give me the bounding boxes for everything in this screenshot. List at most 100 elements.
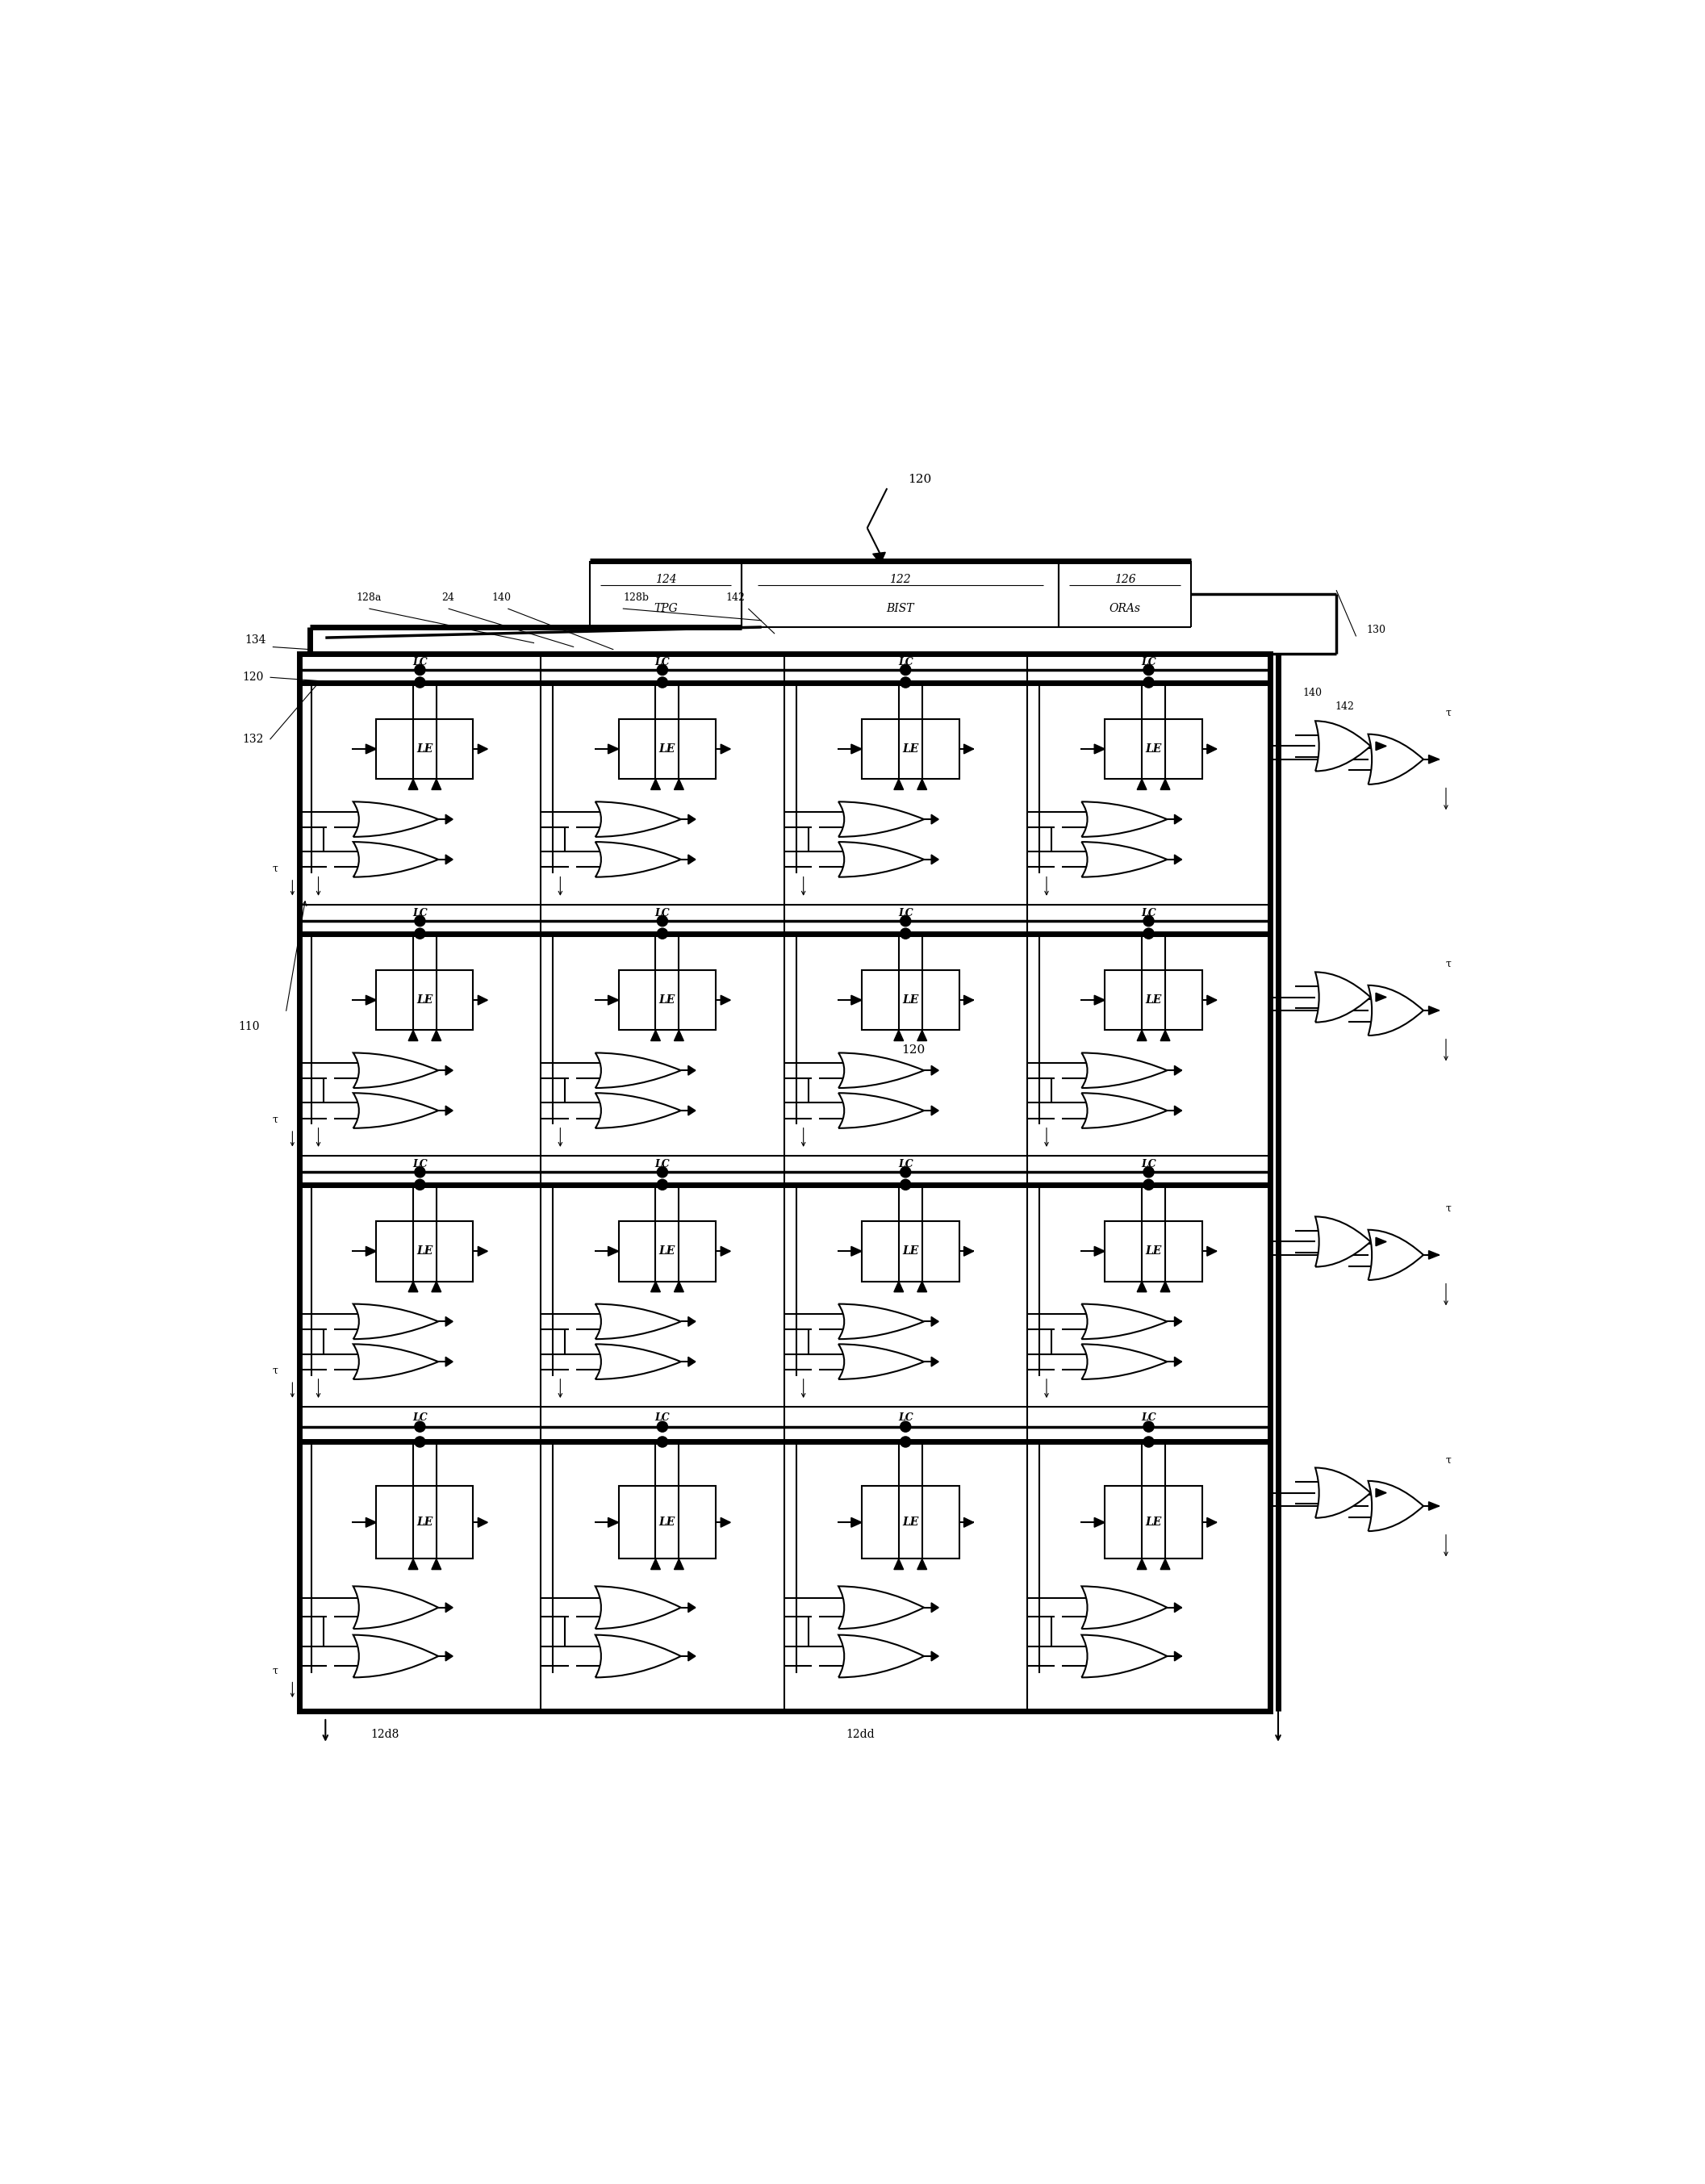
Polygon shape xyxy=(1376,1489,1386,1496)
Circle shape xyxy=(1144,1422,1154,1433)
Text: 122: 122 xyxy=(890,574,910,585)
Text: LE: LE xyxy=(1146,994,1161,1007)
PathPatch shape xyxy=(839,841,924,878)
Bar xyxy=(619,1221,716,1282)
Circle shape xyxy=(900,915,910,926)
Bar xyxy=(377,970,472,1031)
Polygon shape xyxy=(609,1247,619,1256)
Circle shape xyxy=(414,1166,425,1177)
Polygon shape xyxy=(431,780,442,791)
Circle shape xyxy=(1144,928,1154,939)
Circle shape xyxy=(656,915,668,926)
Text: τ: τ xyxy=(1446,1203,1451,1214)
Polygon shape xyxy=(851,1518,861,1527)
Polygon shape xyxy=(1207,1247,1217,1256)
Polygon shape xyxy=(721,1247,730,1256)
Circle shape xyxy=(1144,664,1154,675)
Circle shape xyxy=(656,928,668,939)
Polygon shape xyxy=(1175,815,1182,823)
Polygon shape xyxy=(1161,1559,1170,1570)
Polygon shape xyxy=(689,1066,696,1075)
Text: LE: LE xyxy=(416,743,433,756)
PathPatch shape xyxy=(595,1092,680,1129)
Polygon shape xyxy=(1095,745,1105,753)
Text: LC: LC xyxy=(413,909,428,919)
Text: LE: LE xyxy=(902,994,919,1007)
Text: LE: LE xyxy=(1146,1245,1161,1256)
Text: τ: τ xyxy=(1446,1455,1451,1465)
PathPatch shape xyxy=(1315,721,1371,771)
Circle shape xyxy=(414,915,425,926)
Text: BIST: BIST xyxy=(887,603,914,614)
Polygon shape xyxy=(445,1651,454,1662)
Text: 120: 120 xyxy=(909,474,933,485)
Polygon shape xyxy=(963,745,974,753)
Text: τ: τ xyxy=(1446,708,1451,719)
PathPatch shape xyxy=(595,1586,680,1629)
Polygon shape xyxy=(445,1105,454,1116)
PathPatch shape xyxy=(353,1586,438,1629)
Polygon shape xyxy=(1429,1503,1439,1511)
Polygon shape xyxy=(367,996,377,1005)
PathPatch shape xyxy=(839,802,924,836)
Polygon shape xyxy=(931,1651,938,1662)
Bar xyxy=(619,719,716,780)
Polygon shape xyxy=(689,1603,696,1612)
Text: τ: τ xyxy=(273,863,278,874)
Polygon shape xyxy=(689,1105,696,1116)
Polygon shape xyxy=(609,996,619,1005)
Polygon shape xyxy=(477,745,488,753)
Circle shape xyxy=(656,1166,668,1177)
Text: LC: LC xyxy=(899,1413,914,1422)
PathPatch shape xyxy=(1367,1230,1424,1280)
Circle shape xyxy=(900,928,910,939)
Circle shape xyxy=(656,664,668,675)
Text: 142: 142 xyxy=(1335,701,1354,712)
PathPatch shape xyxy=(353,1092,438,1129)
Text: τ: τ xyxy=(273,1666,278,1675)
Bar xyxy=(377,719,472,780)
Text: τ: τ xyxy=(1446,959,1451,970)
Polygon shape xyxy=(1376,1238,1386,1245)
Polygon shape xyxy=(673,780,684,791)
Text: LC: LC xyxy=(655,1413,670,1422)
Polygon shape xyxy=(651,1559,660,1570)
Bar xyxy=(377,1221,472,1282)
Polygon shape xyxy=(689,1356,696,1367)
Text: LC: LC xyxy=(413,1413,428,1422)
Text: LC: LC xyxy=(655,909,670,919)
Polygon shape xyxy=(477,996,488,1005)
Polygon shape xyxy=(673,1559,684,1570)
PathPatch shape xyxy=(353,1636,438,1677)
Circle shape xyxy=(1144,677,1154,688)
Polygon shape xyxy=(1161,780,1170,791)
PathPatch shape xyxy=(839,1343,924,1380)
Polygon shape xyxy=(917,1559,928,1570)
Polygon shape xyxy=(917,780,928,791)
Circle shape xyxy=(900,664,910,675)
Polygon shape xyxy=(917,1282,928,1293)
Text: 134: 134 xyxy=(244,636,266,646)
Polygon shape xyxy=(893,780,904,791)
Bar xyxy=(1105,970,1202,1031)
Bar xyxy=(1105,719,1202,780)
Polygon shape xyxy=(689,854,696,865)
PathPatch shape xyxy=(353,802,438,836)
Bar xyxy=(619,1485,716,1559)
Polygon shape xyxy=(445,854,454,865)
Polygon shape xyxy=(477,1247,488,1256)
Text: LE: LE xyxy=(660,994,675,1007)
Text: 132: 132 xyxy=(242,734,263,745)
Bar xyxy=(861,970,958,1031)
PathPatch shape xyxy=(839,1304,924,1339)
Polygon shape xyxy=(367,1247,377,1256)
Polygon shape xyxy=(917,1031,928,1042)
Bar xyxy=(298,653,1270,1710)
Polygon shape xyxy=(931,1317,938,1326)
PathPatch shape xyxy=(1081,1586,1168,1629)
Polygon shape xyxy=(721,745,730,753)
Polygon shape xyxy=(477,1518,488,1527)
PathPatch shape xyxy=(353,1053,438,1088)
Polygon shape xyxy=(1095,1518,1105,1527)
Text: LE: LE xyxy=(1146,743,1161,756)
